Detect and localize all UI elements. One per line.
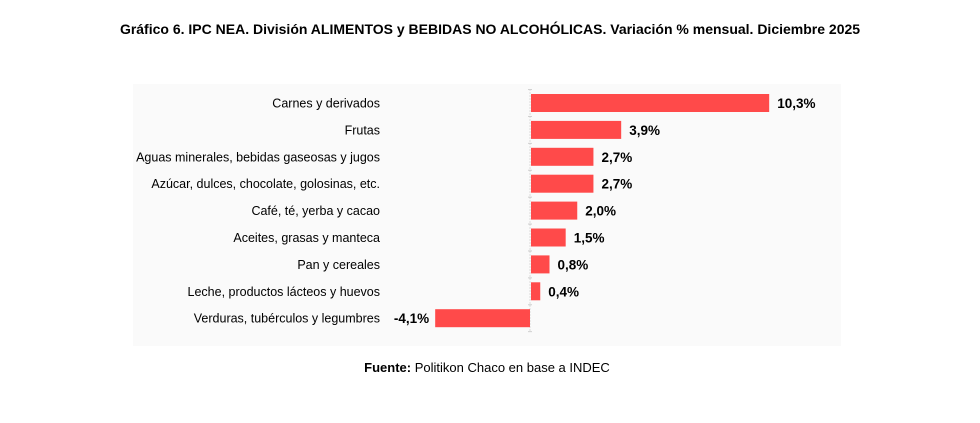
plot-area [133, 84, 841, 346]
data-label: -4,1% [394, 311, 429, 326]
data-label: 10,3% [777, 96, 815, 111]
bar [531, 228, 566, 247]
category-label: Leche, productos lácteos y huevos [188, 285, 380, 299]
category-label: Aceites, grasas y manteca [233, 231, 380, 245]
source-note: Fuente: Politikon Chaco en base a INDEC [0, 360, 974, 375]
category-label: Frutas [345, 123, 380, 137]
category-label: Pan y cereales [297, 258, 380, 272]
data-label: 0,8% [558, 257, 589, 272]
category-label: Verduras, tubérculos y legumbres [194, 312, 380, 326]
bar [435, 309, 530, 328]
data-label: 1,5% [574, 231, 605, 246]
data-label: 3,9% [629, 123, 660, 138]
data-label: 2,7% [601, 177, 632, 192]
chart-title: Gráfico 6. IPC NEA. División ALIMENTOS y… [119, 21, 861, 37]
category-label: Aguas minerales, bebidas gaseosas y jugo… [136, 150, 380, 164]
source-text: Politikon Chaco en base a INDEC [411, 360, 610, 375]
bar [531, 201, 578, 220]
bar [531, 255, 550, 274]
bar [531, 94, 770, 112]
category-label: Azúcar, dulces, chocolate, golosinas, et… [151, 177, 380, 191]
bar [531, 282, 541, 301]
bar [531, 147, 594, 166]
data-label: 0,4% [548, 284, 579, 299]
bar [531, 120, 622, 139]
source-label: Fuente: [364, 360, 412, 375]
data-label: 2,7% [601, 150, 632, 165]
category-label: Café, té, yerba y cacao [251, 204, 380, 218]
bar [531, 174, 594, 193]
category-label: Carnes y derivados [272, 97, 380, 111]
data-label: 2,0% [585, 204, 616, 219]
